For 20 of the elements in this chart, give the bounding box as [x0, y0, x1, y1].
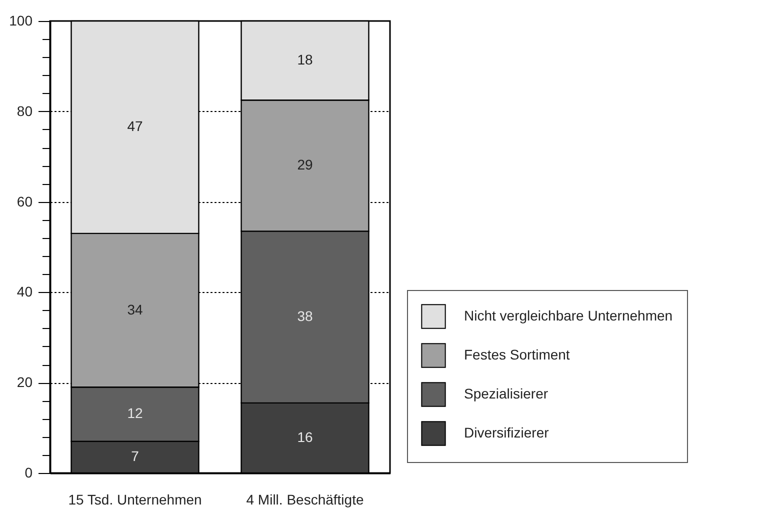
data-label: 34 — [127, 301, 143, 318]
data-label: 7 — [131, 448, 140, 464]
data-label: 12 — [127, 405, 143, 422]
x-tick-label: 4 Mill. Beschäftigte — [246, 492, 364, 508]
legend-label: Nicht vergleichbare Unternehmen — [464, 308, 673, 324]
x-tick-label: 15 Tsd. Unternehmen — [68, 492, 202, 508]
data-label: 38 — [297, 308, 313, 324]
data-label: 47 — [127, 118, 143, 134]
y-tick-label: 40 — [16, 284, 33, 300]
data-label: 16 — [297, 428, 313, 445]
legend-label: Festes Sortiment — [464, 346, 570, 362]
legend-label: Diversifizierer — [464, 424, 550, 440]
data-label: 29 — [297, 156, 313, 173]
legend-label: Spezialisierer — [464, 386, 548, 402]
y-tick-label: 100 — [9, 12, 33, 28]
y-tick-label: 60 — [16, 193, 33, 210]
y-tick-label: 0 — [24, 464, 33, 480]
data-label: 18 — [297, 52, 313, 68]
y-tick-label: 80 — [16, 102, 33, 119]
y-tick-label: 20 — [16, 374, 33, 390]
